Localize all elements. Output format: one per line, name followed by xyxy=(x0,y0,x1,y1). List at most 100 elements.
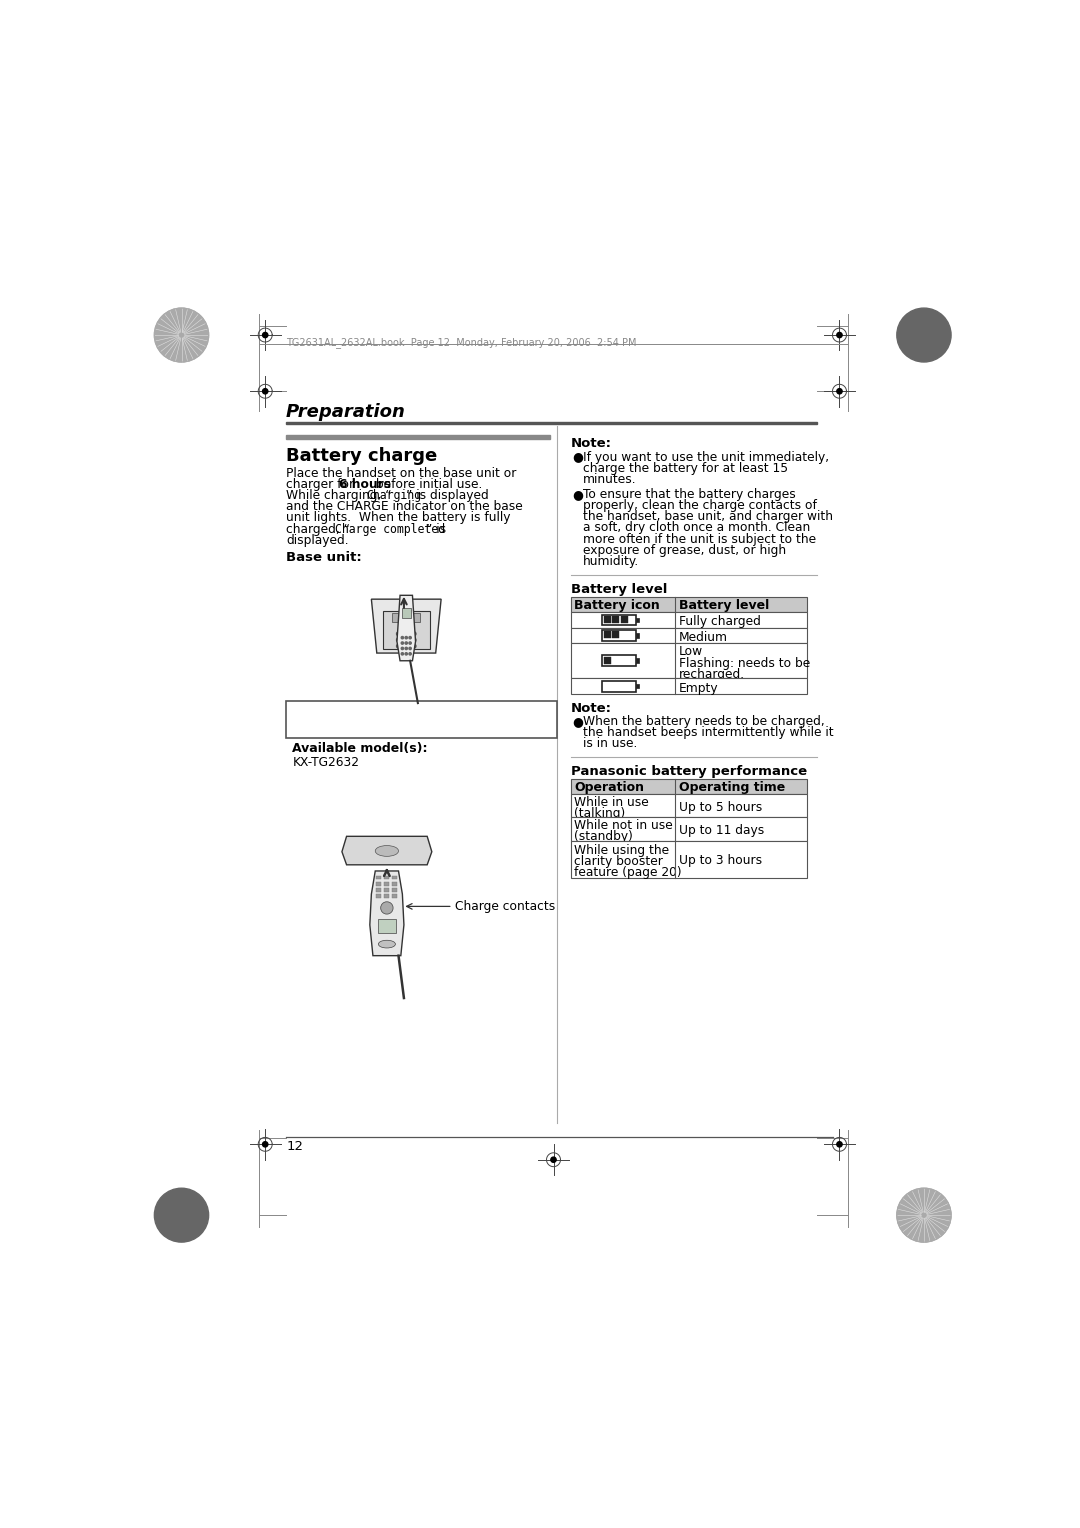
Text: charger for: charger for xyxy=(286,478,359,490)
Text: humidity.: humidity. xyxy=(583,555,639,568)
Text: Charge completed: Charge completed xyxy=(335,523,445,535)
Bar xyxy=(636,685,638,689)
Bar xyxy=(602,630,636,640)
Circle shape xyxy=(396,645,401,648)
Text: Place the handset on the base unit or: Place the handset on the base unit or xyxy=(286,466,516,480)
Text: displayed.: displayed. xyxy=(286,533,349,547)
Text: ●: ● xyxy=(572,487,583,501)
Text: TG2631AL_2632AL.book  Page 12  Monday, February 20, 2006  2:54 PM: TG2631AL_2632AL.book Page 12 Monday, Feb… xyxy=(286,338,636,348)
Text: ●: ● xyxy=(572,451,583,463)
Circle shape xyxy=(396,639,401,642)
Bar xyxy=(376,882,381,886)
Bar xyxy=(636,617,638,622)
Text: 6 hours: 6 hours xyxy=(339,478,391,490)
Ellipse shape xyxy=(375,845,399,856)
Text: ” is: ” is xyxy=(426,523,446,535)
Text: clarity booster: clarity booster xyxy=(575,854,663,868)
Bar xyxy=(636,633,638,637)
Circle shape xyxy=(409,642,411,645)
Circle shape xyxy=(404,633,408,636)
Bar xyxy=(570,779,807,795)
Circle shape xyxy=(154,309,208,362)
Text: Charging: Charging xyxy=(366,489,421,503)
Text: more often if the unit is subject to the: more often if the unit is subject to the xyxy=(583,533,816,545)
Bar xyxy=(402,608,410,619)
Bar xyxy=(383,882,389,886)
Ellipse shape xyxy=(378,940,395,947)
Circle shape xyxy=(405,648,407,649)
Bar xyxy=(383,611,430,649)
Bar xyxy=(286,701,557,738)
Text: Empty: Empty xyxy=(679,681,718,695)
Text: Operating time: Operating time xyxy=(679,781,785,795)
Text: Charge contacts: Charge contacts xyxy=(455,900,555,912)
Text: 12: 12 xyxy=(286,1140,303,1154)
Text: exposure of grease, dust, or high: exposure of grease, dust, or high xyxy=(583,544,786,556)
Circle shape xyxy=(837,388,842,394)
Text: Note:: Note: xyxy=(570,701,611,715)
Text: before initial use.: before initial use. xyxy=(373,478,483,490)
Circle shape xyxy=(404,645,408,648)
Bar xyxy=(621,616,627,623)
Bar xyxy=(604,657,611,663)
Bar xyxy=(570,840,807,877)
Text: Medium: Medium xyxy=(679,631,728,643)
Text: Preparation: Preparation xyxy=(286,403,406,420)
Bar xyxy=(376,876,381,880)
Circle shape xyxy=(413,645,416,648)
Text: Operation: Operation xyxy=(575,781,645,795)
Circle shape xyxy=(405,642,407,645)
Text: the handset, base unit, and charger with: the handset, base unit, and charger with xyxy=(583,510,833,523)
Text: Fully charged: Fully charged xyxy=(679,616,761,628)
Bar xyxy=(570,613,807,628)
Bar xyxy=(604,616,611,623)
Text: unit lights.  When the battery is fully: unit lights. When the battery is fully xyxy=(286,512,511,524)
Bar xyxy=(383,876,389,880)
Polygon shape xyxy=(342,836,432,865)
Text: recharged.: recharged. xyxy=(679,668,745,680)
Text: is in use.: is in use. xyxy=(583,736,637,750)
Circle shape xyxy=(401,648,404,649)
Bar xyxy=(604,631,611,639)
Circle shape xyxy=(409,648,411,649)
Text: Model shown is KX-TG2631.: Model shown is KX-TG2631. xyxy=(296,707,464,720)
Circle shape xyxy=(262,388,268,394)
Text: While charging, “: While charging, “ xyxy=(286,489,392,503)
Text: ●: ● xyxy=(572,715,583,727)
Circle shape xyxy=(401,642,404,645)
Text: Base unit:: Base unit: xyxy=(286,550,362,564)
Text: If you want to use the unit immediately,: If you want to use the unit immediately, xyxy=(583,451,829,463)
Bar xyxy=(602,656,636,666)
Text: the handset beeps intermittently while it: the handset beeps intermittently while i… xyxy=(583,726,834,740)
Text: Note:: Note: xyxy=(570,437,611,451)
Text: Battery charge: Battery charge xyxy=(286,446,437,465)
Circle shape xyxy=(409,637,411,639)
Bar xyxy=(602,614,636,625)
Bar xyxy=(612,616,619,623)
Bar xyxy=(392,894,397,898)
Circle shape xyxy=(405,652,407,656)
Bar xyxy=(570,643,807,678)
Text: KX-TG2632: KX-TG2632 xyxy=(293,756,360,769)
Text: When the battery needs to be charged,: When the battery needs to be charged, xyxy=(583,715,825,727)
Bar xyxy=(286,435,550,439)
Text: While not in use: While not in use xyxy=(575,819,673,831)
Bar xyxy=(392,613,420,622)
Polygon shape xyxy=(372,599,441,652)
Text: Up to 11 days: Up to 11 days xyxy=(679,825,765,837)
Text: Panasonic battery performance: Panasonic battery performance xyxy=(570,766,807,778)
Circle shape xyxy=(401,637,404,639)
Text: Low: Low xyxy=(679,645,703,659)
Text: feature (page 20): feature (page 20) xyxy=(575,866,683,879)
Text: and the CHARGE indicator on the base: and the CHARGE indicator on the base xyxy=(286,500,523,513)
Text: While in use: While in use xyxy=(575,796,649,808)
Circle shape xyxy=(896,309,951,362)
Circle shape xyxy=(401,652,404,656)
Bar xyxy=(376,894,381,898)
Text: minutes.: minutes. xyxy=(583,472,636,486)
Polygon shape xyxy=(397,596,416,660)
Text: charge the battery for at least 15: charge the battery for at least 15 xyxy=(583,461,788,475)
Bar xyxy=(376,888,381,892)
Bar xyxy=(383,894,389,898)
Circle shape xyxy=(380,902,393,914)
